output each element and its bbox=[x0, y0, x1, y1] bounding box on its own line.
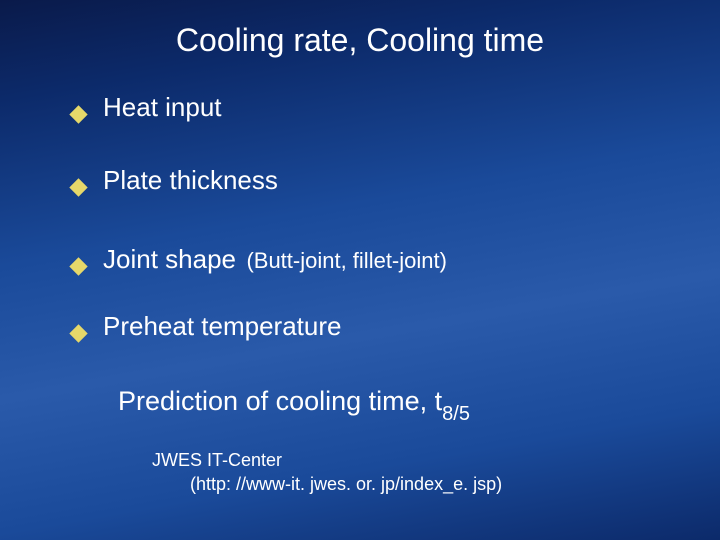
bullet-subtext: (Butt-joint, fillet-joint) bbox=[246, 248, 447, 273]
diamond-bullet-icon bbox=[69, 324, 87, 342]
list-item: Plate thickness bbox=[72, 165, 680, 196]
bullet-list: Heat input Plate thickness Joint shape (… bbox=[72, 92, 680, 342]
bullet-text: Heat input bbox=[103, 92, 222, 123]
footer-line1: JWES IT-Center bbox=[152, 448, 502, 472]
bullet-text: Plate thickness bbox=[103, 165, 278, 196]
diamond-bullet-icon bbox=[69, 178, 87, 196]
list-item: Heat input bbox=[72, 92, 680, 123]
slide-title: Cooling rate, Cooling time bbox=[0, 22, 720, 59]
list-item: Joint shape (Butt-joint, fillet-joint) bbox=[72, 244, 680, 275]
prediction-subscript: 8/5 bbox=[442, 403, 470, 425]
footer: JWES IT-Center (http: //www-it. jwes. or… bbox=[152, 448, 502, 497]
bullet-text: Joint shape bbox=[103, 244, 236, 274]
diamond-bullet-icon bbox=[69, 257, 87, 275]
bullet-text: Preheat temperature bbox=[103, 311, 341, 342]
slide: Cooling rate, Cooling time Heat input Pl… bbox=[0, 0, 720, 540]
prediction-line: Prediction of cooling time, t8/5 bbox=[118, 386, 470, 422]
prediction-prefix: Prediction of cooling time, t bbox=[118, 386, 442, 416]
list-item: Preheat temperature bbox=[72, 311, 680, 342]
footer-line2: (http: //www-it. jwes. or. jp/index_e. j… bbox=[152, 472, 502, 496]
diamond-bullet-icon bbox=[69, 105, 87, 123]
